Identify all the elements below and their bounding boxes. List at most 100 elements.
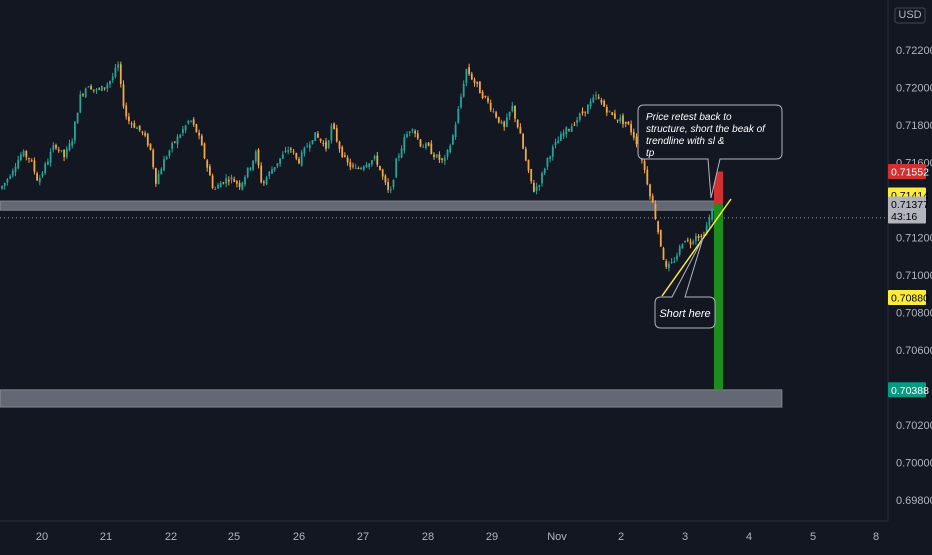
short-here-label: Short here (659, 308, 710, 320)
currency-selector[interactable] (894, 7, 926, 24)
candle-body (541, 173, 543, 184)
candle-body (392, 179, 395, 188)
candle-body (673, 261, 676, 263)
candle-body (65, 148, 68, 158)
callout-bubble[interactable] (637, 104, 783, 199)
candle-body (419, 139, 422, 147)
price-tick-label: 0.70000 (896, 458, 932, 470)
candle-body (311, 140, 314, 144)
take-profit-box[interactable] (714, 204, 723, 390)
candle-body (6, 179, 9, 183)
candle-body (141, 131, 144, 133)
candle-body (627, 121, 630, 125)
candle-body (281, 154, 284, 159)
candle-body (295, 153, 298, 159)
price-tag (888, 208, 926, 224)
candle-body (168, 150, 171, 156)
candle-body (697, 236, 700, 238)
candle-body (454, 124, 457, 138)
candle-body (68, 143, 71, 151)
candle-body (589, 101, 592, 107)
callout-text-line: trendline with sl & (646, 136, 725, 147)
candle-body (622, 115, 624, 125)
candle-body (360, 167, 362, 170)
candle-body (63, 149, 65, 158)
candle-body (146, 134, 149, 146)
candle-body (341, 146, 344, 157)
price-tag-label: 0.70388 (891, 385, 929, 397)
candle-body (533, 182, 535, 192)
price-tick-label: 0.70800 (896, 308, 932, 320)
candle-body (109, 80, 111, 85)
candle-body (192, 119, 195, 125)
candle-body (406, 134, 408, 138)
time-axis-bg (0, 521, 932, 550)
candles-layer (1, 61, 716, 272)
candle-body (479, 81, 481, 94)
price-tick-label: 0.72200 (896, 45, 932, 57)
candle-body (246, 167, 249, 178)
candle-body (241, 182, 244, 190)
candle-body (133, 123, 136, 128)
candle-body (268, 171, 271, 177)
candle-body (430, 143, 433, 155)
candle-body (446, 149, 449, 157)
candle-body (25, 150, 28, 158)
time-tick-label: 2 (618, 531, 624, 543)
candle-body (346, 157, 349, 163)
candle-body (95, 89, 98, 91)
candle-body (614, 113, 616, 119)
candle-body (155, 167, 157, 184)
candle-body (624, 121, 627, 124)
candle-body (487, 98, 489, 102)
candle-body (222, 182, 225, 184)
candle-body (570, 126, 573, 132)
candle-body (649, 184, 651, 197)
candle-body (338, 141, 341, 149)
candle-body (257, 149, 260, 166)
time-tick-label: 27 (357, 531, 369, 543)
candle-body (506, 117, 508, 127)
candle-body (462, 83, 465, 97)
candle-body (376, 155, 379, 165)
candle-body (74, 121, 76, 141)
candle-body (203, 143, 206, 159)
candle-body (530, 169, 533, 182)
candle-body (549, 156, 551, 159)
zone-structure[interactable] (0, 200, 719, 211)
candle-body (522, 133, 524, 149)
candle-body (662, 248, 665, 260)
candle-body (273, 167, 276, 171)
candle-body (492, 111, 495, 113)
candle-body (686, 239, 689, 241)
zone-target[interactable] (0, 389, 783, 408)
candle-body (244, 177, 246, 185)
candle-body (71, 141, 74, 146)
candle-body (695, 235, 697, 242)
candle-body (678, 246, 681, 255)
candle-body (554, 142, 557, 146)
time-tick-label: 22 (165, 531, 177, 543)
candle-body (122, 84, 125, 107)
trendline[interactable] (661, 198, 732, 297)
candle-body (379, 165, 381, 171)
currency-label: USD (898, 9, 921, 21)
candle-body (114, 67, 117, 77)
stop-loss-box[interactable] (714, 171, 723, 205)
candle-body (211, 175, 214, 188)
price-tag-label: 43:16 (891, 211, 917, 223)
candle-body (368, 163, 371, 167)
short-here-bubble[interactable] (654, 237, 716, 329)
candle-body (422, 146, 425, 148)
candle-body (330, 125, 333, 141)
candle-body (535, 186, 538, 191)
candle-body (403, 137, 406, 151)
candle-body (414, 130, 416, 134)
candle-body (9, 176, 11, 179)
candle-body (128, 116, 130, 122)
candle-body (668, 263, 670, 269)
time-tick-label: 28 (422, 531, 434, 543)
